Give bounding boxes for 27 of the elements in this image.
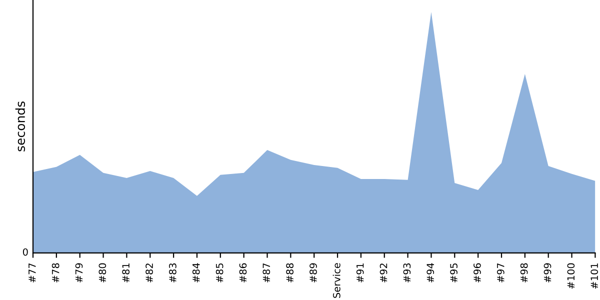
x-tick-label: Service	[332, 263, 340, 298]
y-axis-title: seconds	[15, 102, 26, 152]
x-tick-label: #85	[216, 263, 224, 282]
x-tick-label: #77	[28, 263, 36, 282]
x-tick-label: #82	[146, 264, 153, 282]
x-tick-label: #87	[262, 263, 270, 282]
x-tick-label: #99	[544, 263, 552, 282]
x-tick-label: #93	[403, 263, 411, 282]
x-tick-label: #83	[169, 263, 176, 282]
x-tick-label: #86	[239, 263, 247, 282]
x-tick-label: #96	[474, 263, 481, 282]
x-tick-label: #81	[122, 264, 130, 282]
x-tick-label: #78	[52, 263, 60, 282]
x-tick-label: #100	[567, 263, 575, 289]
x-tick-label: #92	[380, 264, 388, 282]
x-tick-label: #84	[192, 263, 200, 282]
x-tick-label: #98	[520, 263, 528, 282]
x-tick-label: #88	[286, 263, 294, 282]
x-tick-label: #80	[98, 263, 106, 282]
x-tick-label: #89	[310, 263, 317, 282]
text: 0	[22, 248, 28, 256]
x-tick-label: #95	[450, 263, 458, 282]
x-tick-label: #79	[75, 263, 83, 282]
x-tick-label: #94	[426, 263, 434, 282]
x-tick-label: #101	[590, 264, 598, 289]
x-tick-label: #91	[356, 264, 364, 282]
x-tick-label: #97	[496, 263, 504, 282]
